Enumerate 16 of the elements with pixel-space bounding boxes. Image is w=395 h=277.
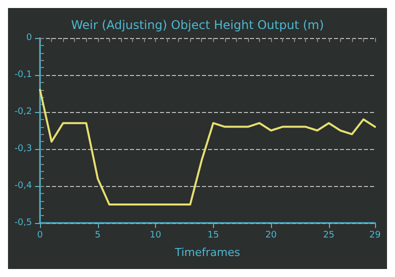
y-tick-label: -0,5: [14, 218, 32, 228]
y-tick-label: -0,4: [14, 181, 32, 191]
y-tick-label: -0,1: [14, 70, 32, 80]
y-tick-label: -0,3: [14, 144, 32, 154]
x-tick-label: 15: [208, 230, 219, 240]
x-tick-label: 29: [369, 230, 381, 240]
y-tick-label: 0: [26, 33, 32, 43]
x-tick-label: 0: [37, 230, 44, 240]
x-tick-label: 25: [323, 230, 335, 240]
chart-title: Weir (Adjusting) Object Height Output (m): [71, 18, 324, 32]
line-series: [39, 88, 376, 206]
y-tick-label: -0,2: [14, 107, 32, 117]
x-axis-title: Timeframes: [174, 246, 240, 259]
x-tick-label: 20: [265, 230, 278, 240]
x-tick-label: 10: [150, 230, 162, 240]
x-tick-label: 5: [94, 230, 101, 240]
